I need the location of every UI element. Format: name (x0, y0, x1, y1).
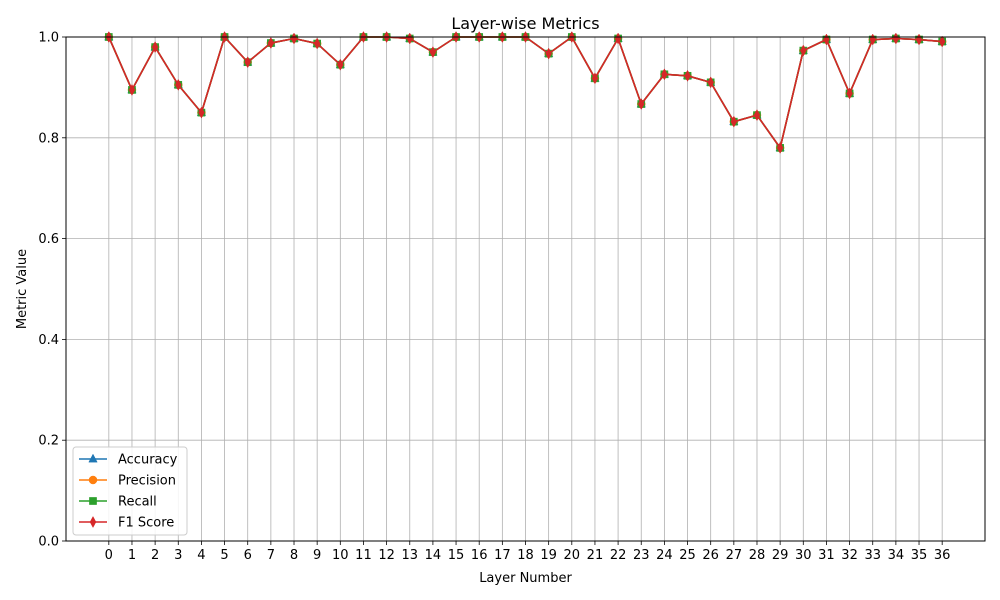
data-point-f1-score (776, 141, 784, 154)
y-tick-label: 0.6 (38, 232, 59, 247)
x-tick-label: 27 (726, 548, 743, 563)
data-point-f1-score (846, 87, 853, 100)
legend-item-precision: Precision (79, 474, 176, 489)
x-tick-label: 0 (105, 548, 113, 563)
data-point-f1-score (244, 56, 251, 69)
data-point-f1-score (753, 109, 761, 122)
x-tick-label: 16 (471, 548, 488, 563)
data-point-f1-score (800, 44, 807, 57)
x-tick-label: 1 (128, 548, 136, 563)
x-tick-label: 32 (841, 548, 858, 563)
chart-title: Layer-wise Metrics (451, 14, 599, 33)
x-tick-label: 26 (702, 548, 719, 563)
x-tick-label: 18 (517, 548, 534, 563)
x-tick-label: 25 (679, 548, 696, 563)
x-tick-label: 4 (197, 548, 205, 563)
legend-box (72, 446, 188, 536)
data-point-f1-score (638, 98, 645, 111)
x-tick-label: 35 (911, 548, 928, 563)
legend-item-recall: Recall (79, 495, 157, 510)
y-tick-label: 0.8 (38, 131, 59, 146)
data-point-f1-score (337, 58, 344, 71)
x-tick-label: 19 (540, 548, 557, 563)
x-tick-label: 22 (610, 548, 627, 563)
x-tick-label: 30 (795, 548, 812, 563)
data-point-f1-score (730, 115, 738, 128)
y-tick-label: 0.4 (38, 333, 59, 348)
x-tick-label: 23 (633, 548, 650, 563)
data-point-f1-score (267, 37, 275, 50)
legend-label: Accuracy (118, 453, 178, 468)
x-tick-label: 11 (355, 548, 372, 563)
x-tick-label: 13 (401, 548, 418, 563)
x-tick-label: 10 (332, 548, 349, 563)
x-tick-label: 28 (749, 548, 766, 563)
x-tick-label: 15 (448, 548, 465, 563)
legend-label: Recall (118, 495, 157, 510)
x-tick-label: 5 (220, 548, 228, 563)
x-tick-label: 36 (934, 548, 951, 563)
x-tick-label: 14 (425, 548, 442, 563)
legend-marker-f1-score (89, 516, 97, 528)
axis-ticks: 0 1 2 3 4 5 6 7 8 9 10 11 12 13 14 15 16 17 18 19 20 21 22 23 24… (38, 31, 950, 564)
legend-label: F1 Score (118, 516, 174, 531)
x-tick-label: 9 (313, 548, 321, 563)
y-tick-label: 0.0 (38, 535, 59, 550)
y-tick-label: 1.0 (38, 31, 59, 46)
x-tick-label: 24 (656, 548, 673, 563)
x-tick-label: 33 (864, 548, 881, 563)
legend-marker-accuracy (88, 453, 98, 463)
legend-item-accuracy: Accuracy (79, 453, 178, 468)
data-point-f1-score (175, 78, 182, 91)
data-point-f1-score (313, 37, 321, 50)
data-point-f1-score (545, 47, 552, 60)
data-point-f1-score (591, 72, 599, 85)
x-tick-label: 6 (244, 548, 252, 563)
legend-item-f1-score: F1 Score (79, 516, 174, 531)
y-tick-label: 0.2 (38, 434, 59, 449)
data-point-f1-score (128, 83, 136, 96)
x-tick-label: 34 (888, 548, 905, 563)
data-point-f1-score (429, 46, 437, 59)
x-tick-label: 29 (772, 548, 789, 563)
data-point-f1-score (915, 33, 923, 46)
x-tick-label: 3 (174, 548, 182, 563)
data-point-f1-score (938, 35, 946, 48)
data-point-f1-score (707, 76, 714, 89)
x-tick-label: 7 (267, 548, 275, 563)
data-point-f1-score (151, 41, 159, 54)
legend-marker-recall (89, 497, 97, 505)
x-tick-label: 12 (378, 548, 395, 563)
x-axis-title: Layer Number (479, 571, 572, 586)
x-tick-label: 20 (564, 548, 581, 563)
data-point-f1-score (198, 106, 205, 119)
x-tick-label: 17 (494, 548, 511, 563)
data-point-f1-score (661, 68, 668, 81)
legend: Accuracy Precision Recall F1 Score (72, 446, 188, 536)
x-tick-label: 2 (151, 548, 159, 563)
legend-marker-precision (88, 475, 98, 485)
data-point-f1-score (684, 69, 691, 82)
x-tick-label: 21 (587, 548, 604, 563)
x-tick-label: 8 (290, 548, 298, 563)
y-axis-title: Metric Value (15, 249, 30, 329)
legend-label: Precision (118, 474, 176, 489)
x-tick-label: 31 (818, 548, 835, 563)
